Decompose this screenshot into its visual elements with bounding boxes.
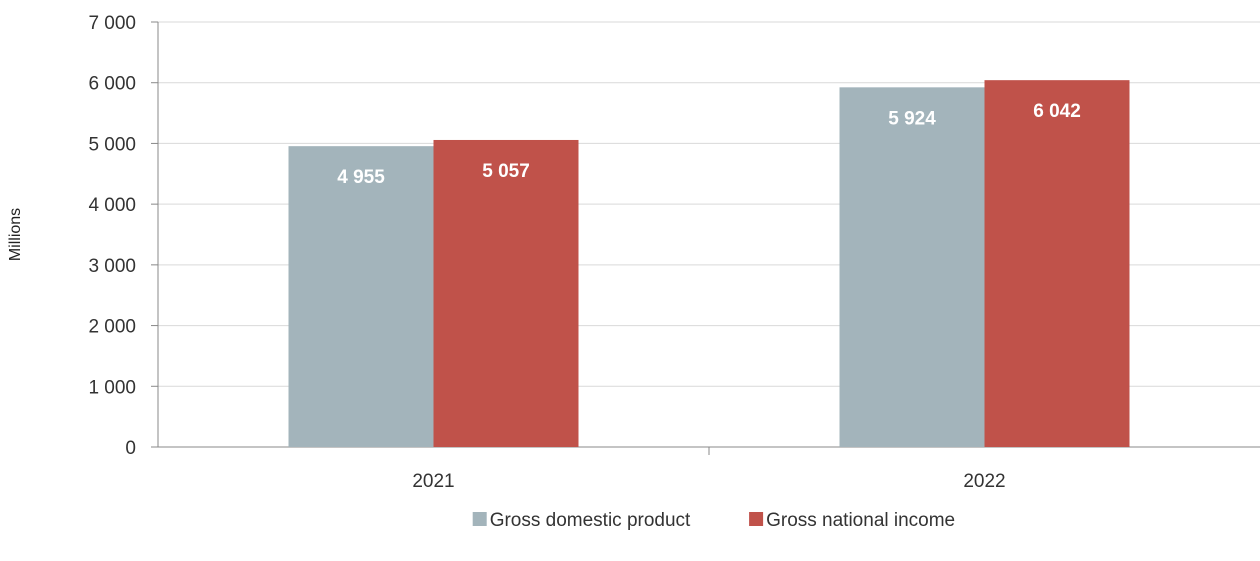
y-tick-label: 7 000 bbox=[88, 13, 136, 34]
x-tick-label: 2022 bbox=[963, 471, 1005, 492]
bar bbox=[984, 80, 1130, 448]
legend: Gross domestic product Gross national inc… bbox=[472, 510, 955, 531]
bar bbox=[839, 87, 985, 447]
legend-swatch bbox=[472, 512, 487, 526]
legend-swatch bbox=[749, 512, 764, 526]
legend-label: Gross national income bbox=[766, 510, 955, 531]
y-axis-title: Millions bbox=[7, 208, 24, 261]
bar bbox=[288, 146, 434, 448]
y-tick-label: 2 000 bbox=[88, 317, 136, 338]
data-label: 5 057 bbox=[482, 161, 530, 182]
y-tick-label: 1 000 bbox=[88, 377, 136, 398]
legend-label: Gross domestic product bbox=[490, 510, 691, 531]
data-label: 4 955 bbox=[337, 167, 385, 188]
y-tick-label: 6 000 bbox=[88, 74, 136, 95]
data-labels: 4 955 5 057 5 924 6 042 bbox=[337, 101, 1081, 188]
bar bbox=[433, 139, 579, 448]
y-tick-label: 3 000 bbox=[88, 256, 136, 277]
data-label: 5 924 bbox=[888, 108, 936, 129]
y-tick-label: 4 000 bbox=[88, 195, 136, 216]
y-tick-label: 5 000 bbox=[88, 134, 136, 155]
x-tick-label: 2021 bbox=[412, 471, 454, 492]
data-label: 6 042 bbox=[1033, 101, 1081, 122]
y-tick-label: 0 bbox=[125, 438, 136, 459]
bars bbox=[288, 80, 1130, 448]
